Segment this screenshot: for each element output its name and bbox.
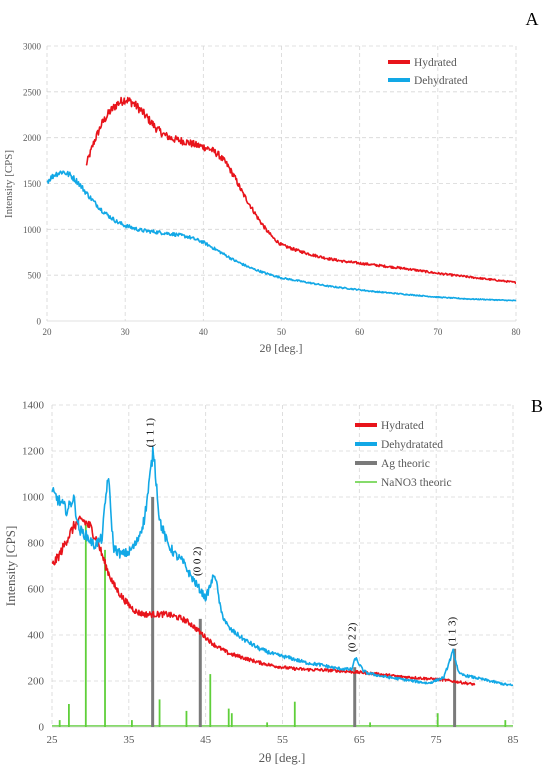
x-tick-label: 80: [512, 327, 522, 337]
panel-a-letter: A: [526, 9, 539, 29]
panel-b-series: [51, 446, 514, 727]
x-tick-label: 85: [508, 734, 520, 746]
y-tick-label: 1200: [22, 446, 45, 458]
y-tick-label: 1000: [23, 225, 42, 235]
x-tick-label: 75: [431, 734, 443, 746]
series-line-hydrated: [51, 515, 476, 686]
y-tick-label: 400: [28, 630, 45, 642]
legend-label: NaNO3 theoric: [381, 477, 452, 489]
hkl-annotation: (0 0 2): [191, 546, 203, 576]
panel-a-series: [46, 96, 517, 302]
x-tick-label: 50: [277, 327, 287, 337]
panel-b: B (1 1 1) (0 0 2) (0 2 2) (1 1 3) 0 200 400 60…: [3, 396, 543, 765]
panel-a: A 0 500 1000 1500 2000 2500 3000 20 30 40 50 60 70 80…: [3, 9, 539, 355]
series-line-dehydrated: [46, 170, 517, 302]
y-tick-label: 1400: [22, 400, 45, 412]
legend-label: Hydrated: [381, 420, 424, 432]
panel-b-letter: B: [531, 396, 543, 416]
y-tick-label: 200: [28, 676, 45, 688]
legend-label: Dehydrated: [414, 75, 468, 87]
x-tick-label: 70: [433, 327, 443, 337]
legend-label: Dehydratated: [381, 439, 443, 451]
panel-b-legend: Hydrated Dehydratated Ag theoric NaNO3 theo…: [355, 420, 452, 489]
panel-b-x-axis-label: 2θ [deg.]: [259, 750, 306, 765]
series-line-hydrated: [85, 96, 517, 285]
y-tick-label: 3000: [23, 42, 42, 52]
y-tick-label: 1500: [23, 179, 42, 189]
panel-a-grid: [46, 45, 517, 322]
y-tick-label: 2500: [23, 87, 42, 97]
x-tick-label: 35: [123, 734, 135, 746]
y-tick-label: 1000: [22, 492, 45, 504]
x-tick-label: 40: [199, 327, 209, 337]
panel-b-annotations: (1 1 1) (0 0 2) (0 2 2) (1 1 3): [144, 418, 458, 652]
x-tick-label: 55: [277, 734, 289, 746]
x-tick-label: 45: [200, 734, 212, 746]
legend-label: Ag theoric: [381, 458, 430, 470]
y-tick-label: 500: [28, 271, 42, 281]
panel-a-y-axis-label: Intensity [CPS]: [3, 150, 15, 218]
legend-label: Hydrated: [414, 57, 457, 69]
x-tick-label: 20: [43, 327, 53, 337]
y-tick-label: 0: [37, 317, 42, 327]
y-tick-label: 0: [39, 722, 45, 734]
y-tick-label: 600: [28, 584, 45, 596]
hkl-annotation: (1 1 3): [446, 617, 458, 647]
panel-a-legend: Hydrated Dehydrated: [388, 57, 468, 87]
panel-b-ticks: 0 200 400 600 800 1000 1200 1400 25 35 45 55 65 75 85: [22, 400, 519, 747]
hkl-annotation: (0 2 2): [347, 622, 359, 652]
panel-b-y-axis-label: Intensity [CPS]: [3, 526, 18, 607]
x-tick-label: 30: [121, 327, 131, 337]
panel-a-x-axis-label: 2θ [deg.]: [259, 341, 302, 355]
x-tick-label: 25: [47, 734, 59, 746]
y-tick-label: 800: [28, 538, 45, 550]
hkl-annotation: (1 1 1): [144, 418, 156, 448]
series-line-dehydratated: [51, 446, 514, 687]
x-tick-label: 60: [355, 327, 365, 337]
y-tick-label: 2000: [23, 133, 42, 143]
panel-a-ticks: 0 500 1000 1500 2000 2500 3000 20 30 40 50 60 70 80: [23, 42, 521, 338]
x-tick-label: 65: [354, 734, 366, 746]
